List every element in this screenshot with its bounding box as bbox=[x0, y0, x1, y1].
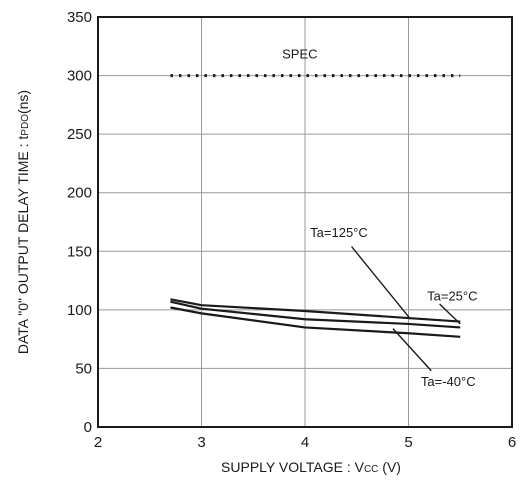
y-tick-label-0: 0 bbox=[84, 419, 92, 436]
x-tick-label-1: 3 bbox=[197, 434, 205, 451]
y-axis-title-main: DATA "0" OUTPUT DELAY TIME : t bbox=[15, 136, 31, 355]
y-tick-labels: 0 50 100 150 200 250 300 350 bbox=[67, 9, 92, 436]
series-leader-1 bbox=[439, 303, 461, 325]
series-label-1: Ta=25°C bbox=[427, 288, 477, 303]
series-line-1 bbox=[170, 300, 461, 329]
x-axis-title-main: SUPPLY VOLTAGE : V bbox=[221, 459, 365, 475]
x-tick-label-4: 6 bbox=[508, 434, 516, 451]
y-tick-label-7: 350 bbox=[67, 9, 92, 26]
series-label-0: Ta=125°C bbox=[310, 225, 368, 240]
y-tick-label-6: 300 bbox=[67, 68, 92, 85]
grid bbox=[98, 17, 512, 427]
spec-label: SPEC bbox=[282, 47, 317, 62]
series-group bbox=[170, 298, 461, 338]
x-axis-title-suffix: (V) bbox=[378, 459, 401, 475]
y-tick-label-4: 200 bbox=[67, 185, 92, 202]
plot-frame bbox=[97, 16, 513, 428]
series-line-2 bbox=[170, 306, 461, 338]
y-tick-label-1: 50 bbox=[75, 360, 92, 377]
x-tick-labels: 2 3 4 5 6 bbox=[94, 434, 516, 451]
series-leader-0 bbox=[351, 246, 412, 320]
x-tick-label-0: 2 bbox=[94, 434, 102, 451]
series-leader-2 bbox=[392, 328, 432, 372]
y-tick-label-2: 100 bbox=[67, 302, 92, 319]
series-label-2: Ta=-40°C bbox=[421, 374, 476, 389]
series-leader-lines bbox=[351, 246, 461, 372]
y-axis-title-suffix: (ns) bbox=[15, 90, 31, 114]
x-axis-title-subscript: CC bbox=[364, 464, 378, 475]
y-tick-label-5: 250 bbox=[67, 126, 92, 143]
x-axis-title: SUPPLY VOLTAGE : VCC (V) bbox=[221, 459, 401, 475]
y-axis-title: DATA "0" OUTPUT DELAY TIME : tPDO(ns) bbox=[15, 90, 31, 354]
x-tick-label-3: 5 bbox=[404, 434, 412, 451]
y-tick-label-3: 150 bbox=[67, 243, 92, 260]
y-axis-title-subscript: PDO bbox=[20, 114, 31, 136]
series-line-0 bbox=[170, 298, 461, 323]
x-tick-label-2: 4 bbox=[301, 434, 309, 451]
series-labels: Ta=125°C Ta=25°C Ta=-40°C bbox=[310, 225, 477, 389]
